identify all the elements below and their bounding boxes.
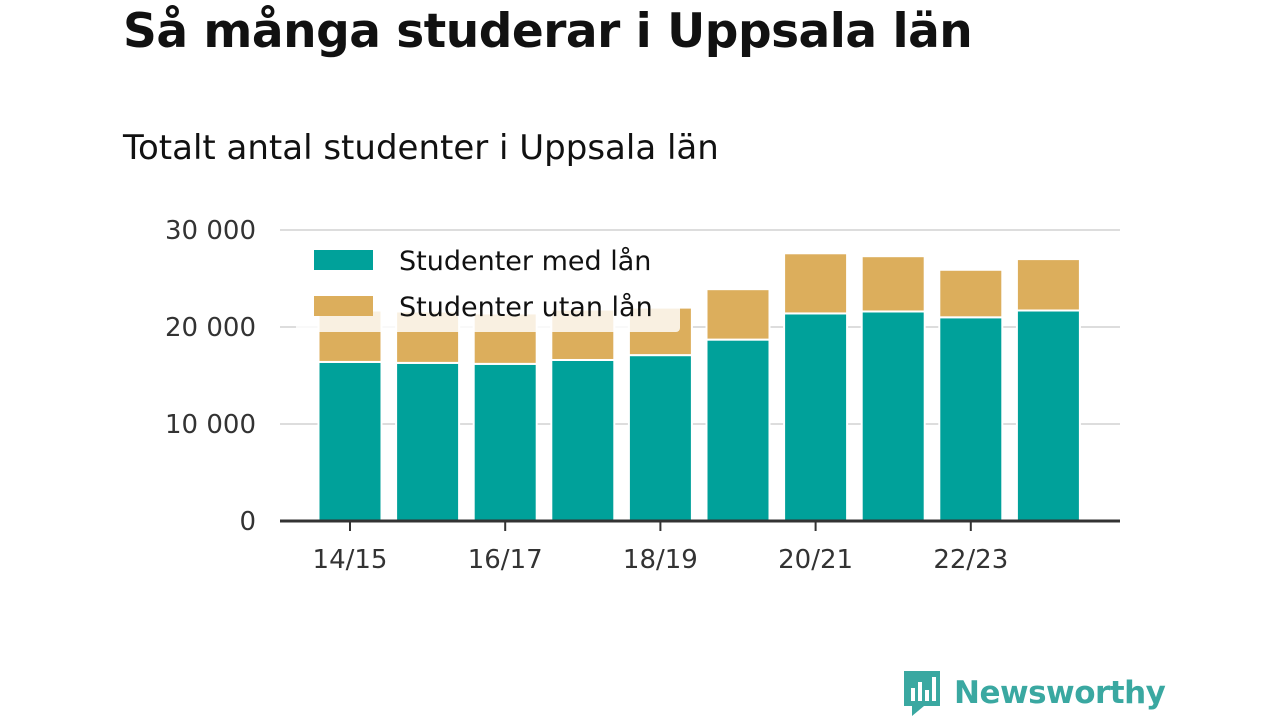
bar-segment-utan-lan <box>705 288 771 341</box>
bar-segment-utan-lan <box>1015 258 1081 312</box>
legend-background <box>296 236 680 332</box>
bar-segment-med-lan <box>627 354 693 522</box>
bars <box>317 252 1081 523</box>
x-tick-label: 16/17 <box>468 545 543 575</box>
bar-segment-med-lan <box>472 362 538 522</box>
legend-label: Studenter med lån <box>399 246 651 277</box>
legend-swatch <box>314 250 373 270</box>
bar-segment-med-lan <box>550 358 616 523</box>
bar-segment-med-lan <box>860 310 926 523</box>
bar-segment-utan-lan <box>860 255 926 313</box>
brand-name: Newsworthy <box>954 675 1166 711</box>
legend-swatch <box>314 296 373 316</box>
chart-subtitle: Totalt antal studenter i Uppsala län <box>123 128 719 168</box>
y-tick-label: 10 000 <box>165 410 256 440</box>
newsworthy-logo-icon <box>904 671 940 716</box>
y-tick-label: 30 000 <box>165 216 256 246</box>
y-tick-label: 0 <box>239 507 256 537</box>
bar-segment-med-lan <box>1015 309 1081 523</box>
x-tick-label: 14/15 <box>313 545 388 575</box>
chart-title: Så många studerar i Uppsala län <box>123 4 973 59</box>
bar-segment-med-lan <box>783 312 849 523</box>
bar-segment-med-lan <box>395 361 461 523</box>
y-tick-label: 20 000 <box>165 313 256 343</box>
bar-segment-med-lan <box>938 316 1004 522</box>
legend-label: Studenter utan lån <box>399 292 653 323</box>
legend: Studenter med lån Studenter utan lån <box>296 236 680 332</box>
bar-segment-med-lan <box>705 338 771 522</box>
bar-segment-utan-lan <box>783 252 849 315</box>
x-axis: 14/15 16/17 18/19 20/21 22/23 <box>280 519 1120 575</box>
x-tick-label: 20/21 <box>778 545 853 575</box>
newsworthy-brand: Newsworthy <box>902 668 1166 718</box>
y-axis-labels: 0 10 000 20 000 30 000 <box>165 216 256 537</box>
x-tick-label: 22/23 <box>933 545 1008 575</box>
bar-segment-utan-lan <box>938 268 1004 319</box>
x-tick-label: 18/19 <box>623 545 698 575</box>
bar-segment-med-lan <box>317 360 383 523</box>
